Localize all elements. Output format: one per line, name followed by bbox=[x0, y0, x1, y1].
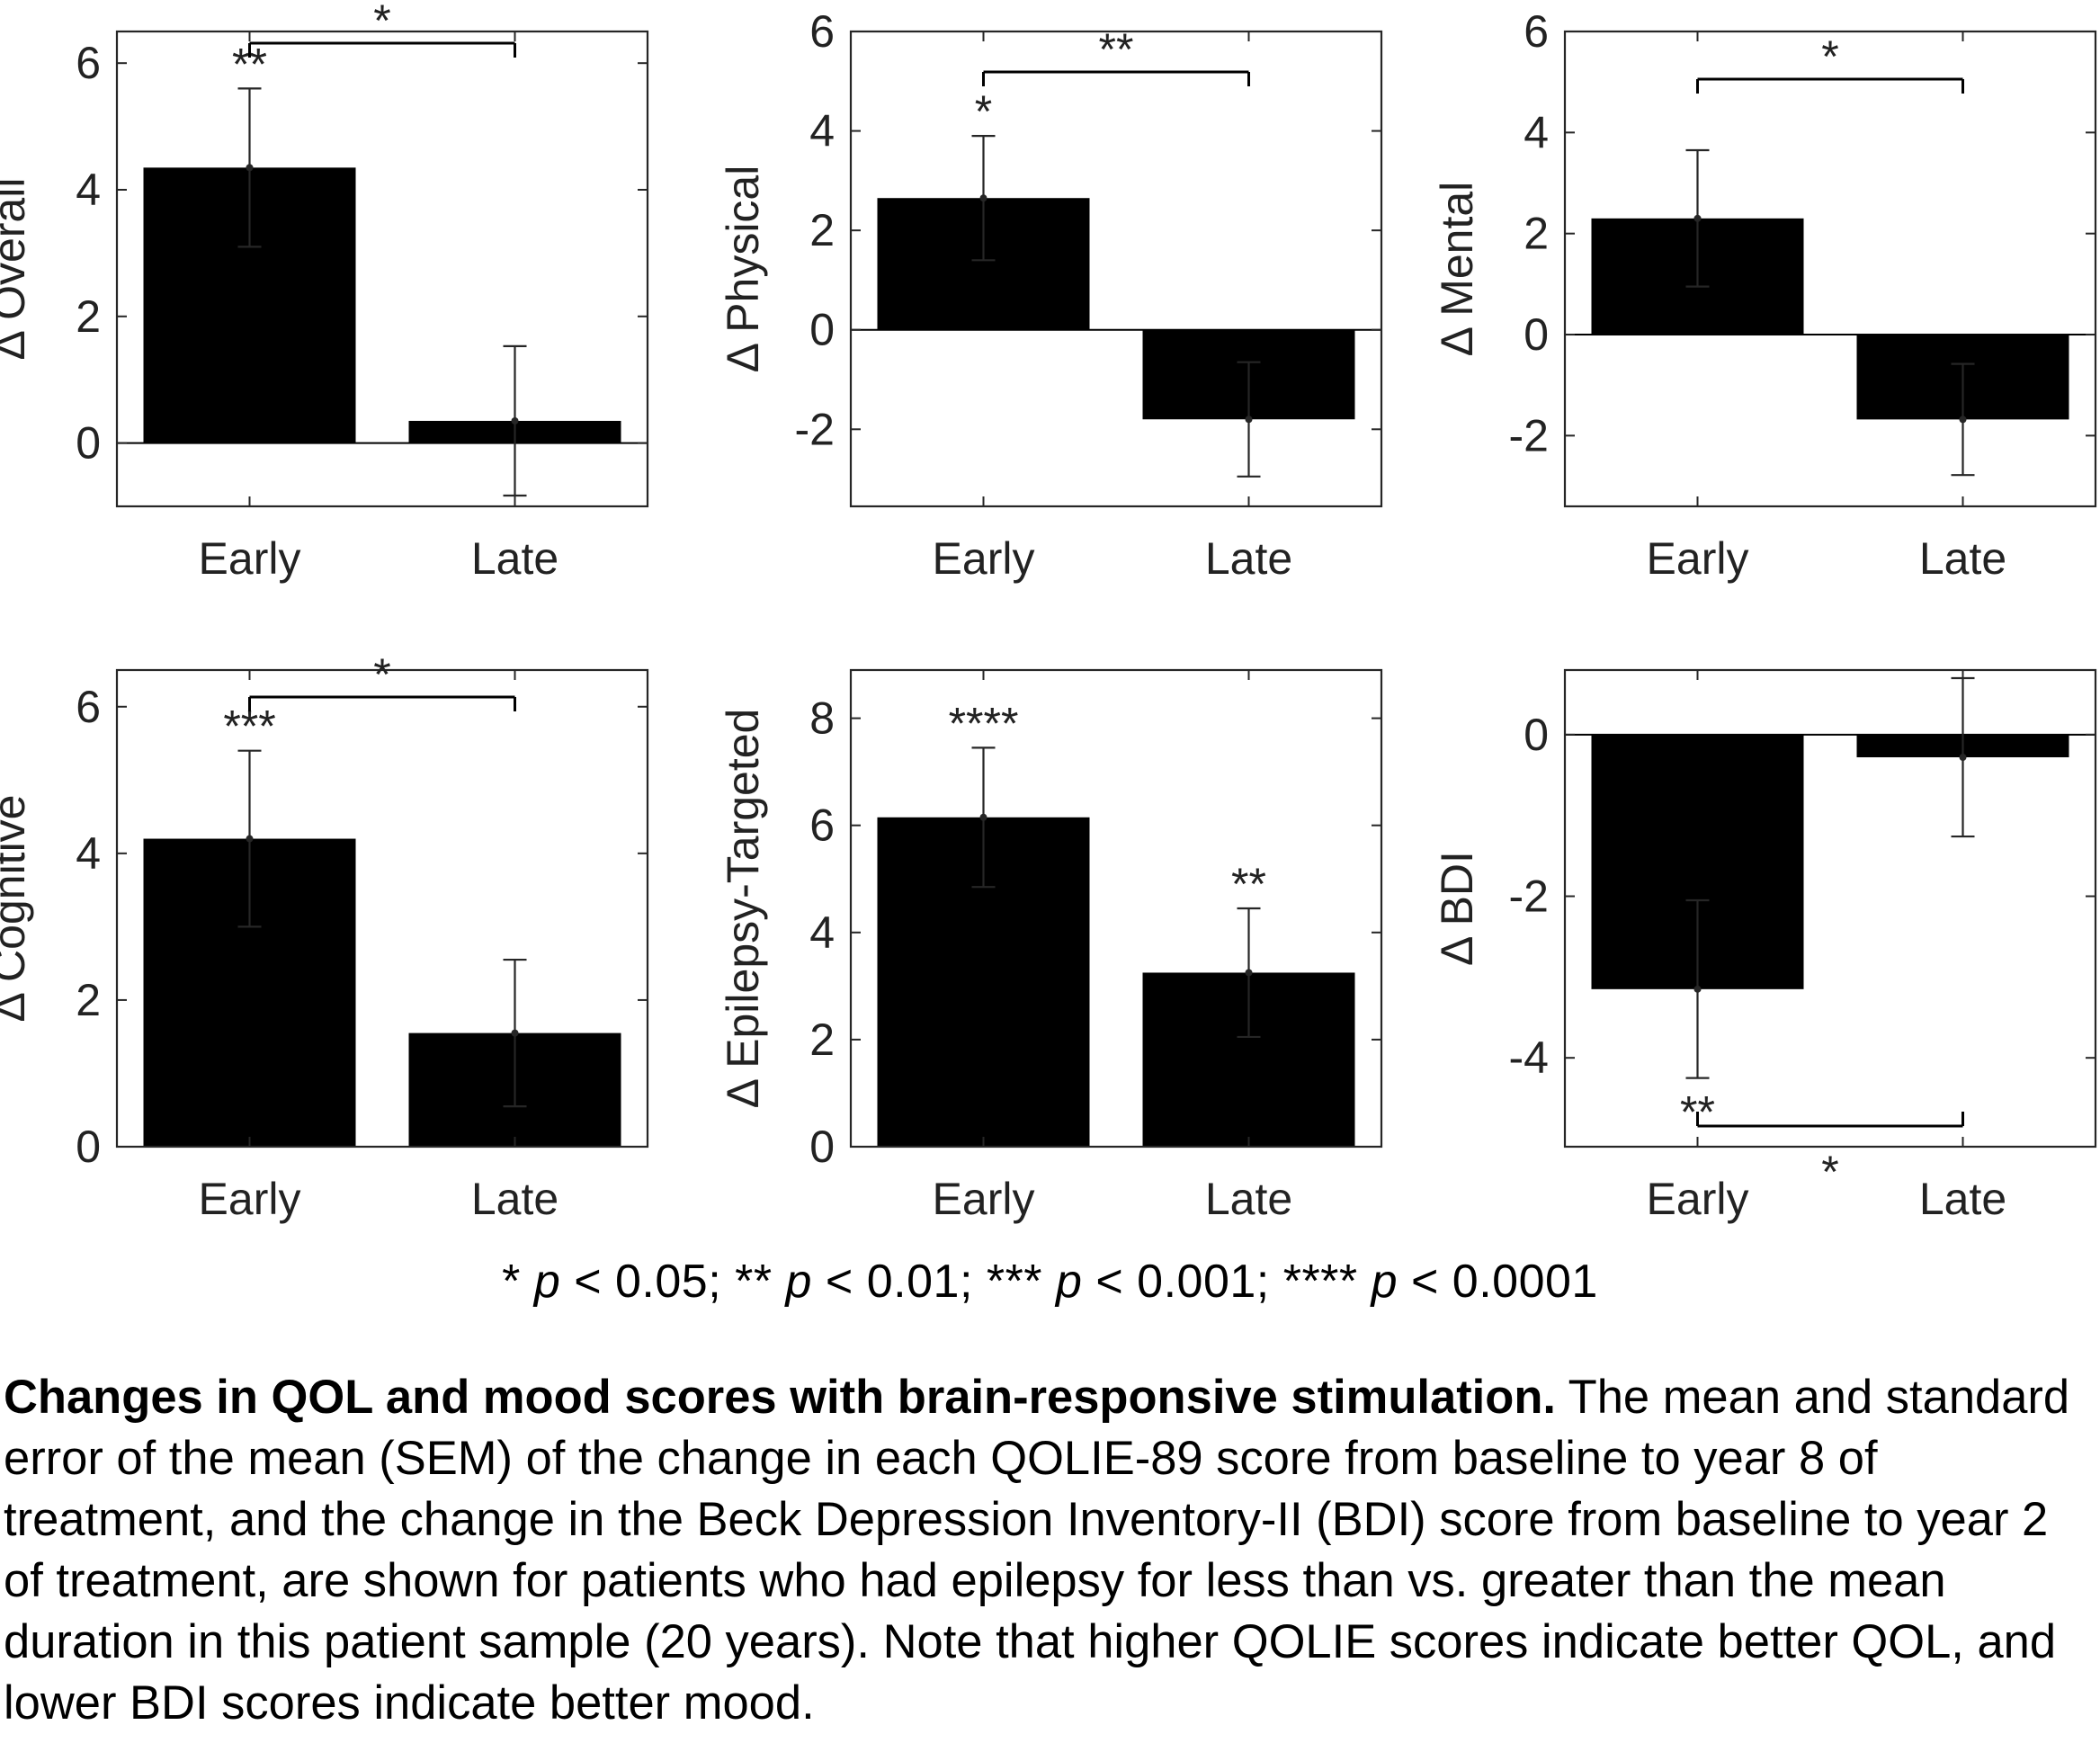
y-tick-label: 0 bbox=[809, 1122, 835, 1172]
y-tick-label: 6 bbox=[809, 6, 835, 57]
axes-box bbox=[115, 30, 649, 508]
y-tick-label: -2 bbox=[1509, 410, 1549, 460]
y-tick-label: 0 bbox=[1524, 309, 1549, 360]
comparison-marker: * bbox=[373, 0, 390, 46]
y-axis-label: Δ Mental bbox=[1432, 182, 1482, 357]
legend-text-2: < 0.05; ** bbox=[560, 1256, 786, 1308]
x-tick-label-late: Late bbox=[471, 533, 559, 584]
legend-p-4: p bbox=[1371, 1256, 1399, 1308]
y-tick-label: 2 bbox=[76, 291, 101, 342]
y-tick-label: 0 bbox=[1524, 710, 1549, 760]
y-tick-label: 6 bbox=[1524, 6, 1549, 57]
y-tick-label: -2 bbox=[1509, 872, 1549, 922]
y-tick-label: 0 bbox=[76, 418, 101, 469]
y-tick-label: 4 bbox=[76, 828, 101, 879]
legend-p-3: p bbox=[1056, 1256, 1083, 1308]
axes-box bbox=[849, 668, 1383, 1149]
mean-point bbox=[1959, 416, 1967, 424]
x-tick-label-early: Early bbox=[933, 533, 1035, 584]
significance-marker-early: **** bbox=[949, 698, 1019, 748]
x-tick-label-early: Early bbox=[1647, 533, 1749, 584]
mean-point bbox=[246, 164, 254, 172]
y-tick-label: 2 bbox=[809, 205, 835, 255]
legend-text-4: < 0.001; **** bbox=[1082, 1256, 1372, 1308]
comparison-marker: * bbox=[1821, 31, 1838, 82]
y-tick-label: 4 bbox=[809, 907, 835, 958]
axes-box bbox=[1563, 668, 2097, 1149]
mean-point bbox=[1693, 214, 1702, 222]
y-axis-label: Δ Epilepsy-Targeted bbox=[718, 709, 768, 1109]
y-tick-label: 6 bbox=[76, 38, 101, 88]
mean-point bbox=[511, 1029, 519, 1037]
axes-box bbox=[1563, 30, 2097, 508]
y-axis-label: Δ Physical bbox=[718, 165, 768, 373]
legend-p-1: p bbox=[533, 1256, 561, 1308]
y-tick-label: -4 bbox=[1509, 1032, 1549, 1083]
mean-point bbox=[246, 835, 254, 843]
caption-lead: Changes in QOL and mood scores with brai… bbox=[4, 1371, 1556, 1424]
axes-box bbox=[115, 668, 649, 1149]
comparison-marker: ** bbox=[1099, 24, 1134, 75]
chart-panel-3: -2 0 2 4 6 Early Late Δ Mental * bbox=[1432, 6, 2097, 584]
x-tick-label-late: Late bbox=[1919, 533, 2006, 584]
axes-box bbox=[849, 30, 1383, 508]
y-tick-label: 8 bbox=[809, 693, 835, 744]
significance-legend: * p < 0.05; ** p < 0.01; *** p < 0.001; … bbox=[0, 1255, 2100, 1309]
y-tick-label: 2 bbox=[76, 975, 101, 1025]
mean-point bbox=[1245, 416, 1253, 424]
x-tick-label-early: Early bbox=[1647, 1174, 1749, 1224]
x-tick-label-late: Late bbox=[471, 1174, 559, 1224]
mean-point bbox=[1245, 969, 1253, 977]
y-axis-label: Δ Overall bbox=[0, 178, 34, 361]
x-tick-label-early: Early bbox=[199, 533, 301, 584]
comparison-marker: * bbox=[1821, 1147, 1838, 1197]
mean-point bbox=[1959, 754, 1967, 762]
comparison-marker: * bbox=[373, 649, 390, 700]
y-tick-label: 2 bbox=[809, 1015, 835, 1065]
y-tick-label: 0 bbox=[76, 1122, 101, 1172]
x-tick-label-early: Early bbox=[199, 1174, 301, 1224]
x-tick-label-early: Early bbox=[933, 1174, 1035, 1224]
y-tick-label: -2 bbox=[795, 404, 835, 454]
x-tick-label-late: Late bbox=[1205, 533, 1292, 584]
mean-point bbox=[979, 813, 987, 821]
y-tick-label: 4 bbox=[1524, 107, 1549, 157]
y-axis-label: Δ Cognitive bbox=[0, 795, 34, 1023]
mean-point bbox=[511, 416, 519, 425]
caption-body: The mean and standard error of the mean … bbox=[4, 1371, 2070, 1730]
mean-point bbox=[979, 194, 987, 202]
y-tick-label: 4 bbox=[809, 106, 835, 156]
mean-point bbox=[1693, 985, 1702, 993]
legend-text-3: < 0.01; *** bbox=[811, 1256, 1056, 1308]
x-tick-label-late: Late bbox=[1919, 1174, 2006, 1224]
legend-text-1: * bbox=[502, 1256, 534, 1308]
y-tick-label: 4 bbox=[76, 165, 101, 215]
y-axis-label: Δ BDI bbox=[1432, 851, 1482, 966]
y-tick-label: 6 bbox=[76, 682, 101, 732]
significance-marker-late: ** bbox=[1231, 859, 1266, 909]
y-tick-label: 0 bbox=[809, 305, 835, 355]
legend-p-2: p bbox=[785, 1256, 812, 1308]
legend-text-5: < 0.0001 bbox=[1398, 1256, 1598, 1308]
y-tick-label: 6 bbox=[809, 800, 835, 851]
x-tick-label-late: Late bbox=[1205, 1174, 1292, 1224]
figure-caption: Changes in QOL and mood scores with brai… bbox=[4, 1367, 2095, 1734]
y-tick-label: 2 bbox=[1524, 209, 1549, 259]
significance-marker-early: * bbox=[975, 86, 992, 137]
